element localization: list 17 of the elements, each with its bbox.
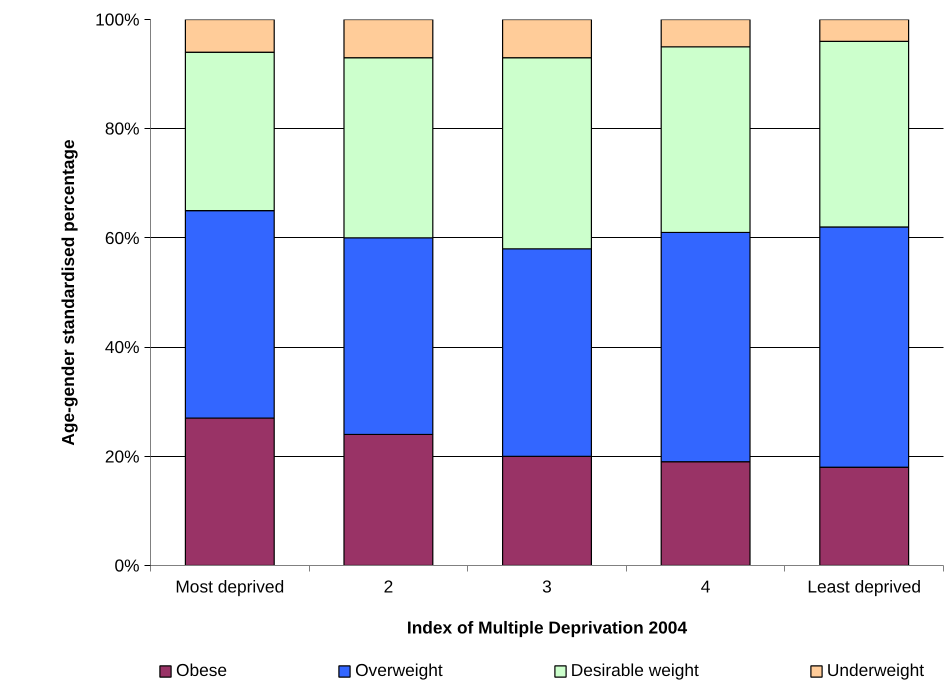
x-tick-label: 2 bbox=[384, 576, 394, 596]
y-tick-label: 100% bbox=[95, 10, 140, 30]
y-tick-label: 0% bbox=[114, 556, 140, 576]
x-tick-label: Most deprived bbox=[175, 576, 284, 596]
legend-label: Underweight bbox=[826, 660, 924, 681]
x-tick-label: 4 bbox=[700, 576, 711, 596]
legend-label: Obese bbox=[176, 660, 228, 681]
x-axis-title: Index of Multiple Deprivation 2004 bbox=[406, 618, 688, 638]
legend-label: Overweight bbox=[355, 660, 443, 681]
y-axis-title: Age-gender standardised percentage bbox=[58, 139, 78, 446]
y-tick-label: 40% bbox=[104, 337, 140, 358]
x-tick-label: 3 bbox=[542, 576, 552, 596]
y-tick-label: 20% bbox=[104, 446, 140, 466]
x-tick-label: Least deprived bbox=[807, 576, 922, 596]
y-tick-label: 80% bbox=[104, 118, 140, 139]
legend-label: Desirable weight bbox=[570, 660, 699, 681]
y-tick-label: 60% bbox=[104, 228, 140, 248]
